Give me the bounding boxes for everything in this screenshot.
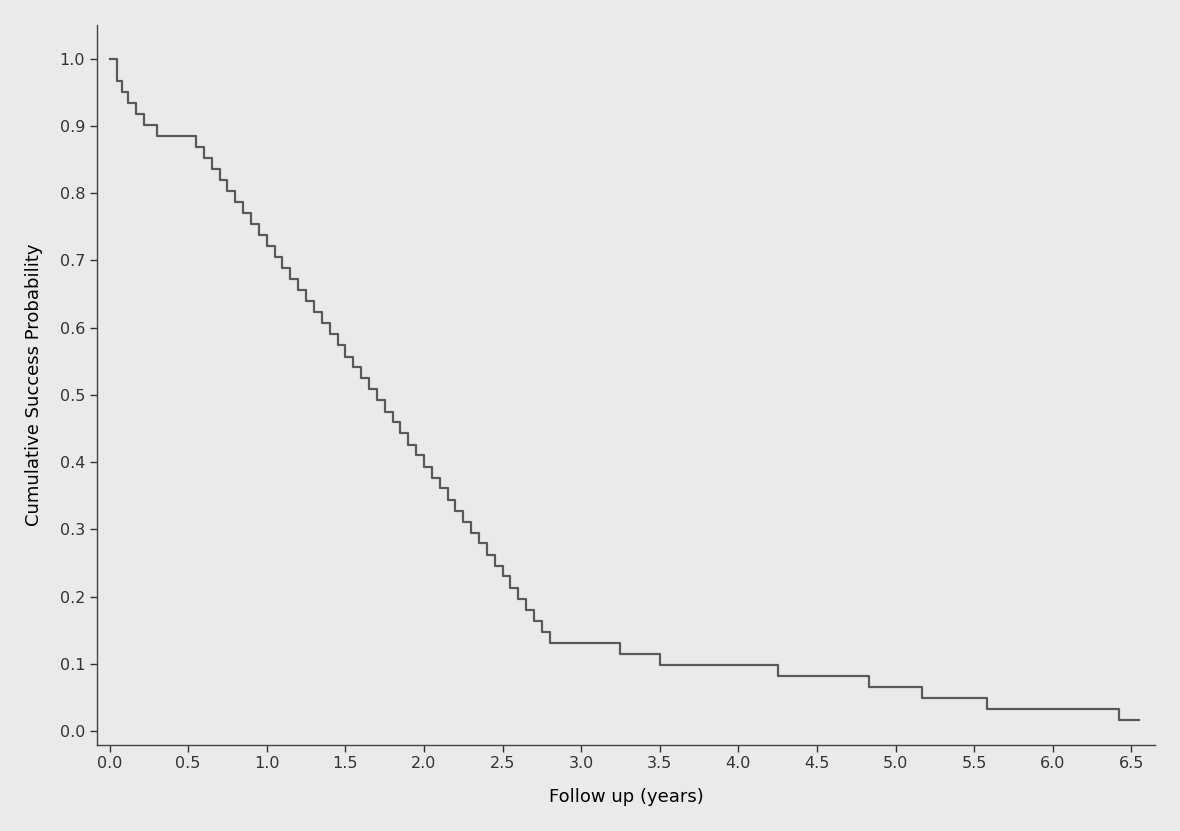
X-axis label: Follow up (years): Follow up (years) bbox=[549, 788, 703, 806]
Y-axis label: Cumulative Success Probability: Cumulative Success Probability bbox=[25, 243, 42, 526]
